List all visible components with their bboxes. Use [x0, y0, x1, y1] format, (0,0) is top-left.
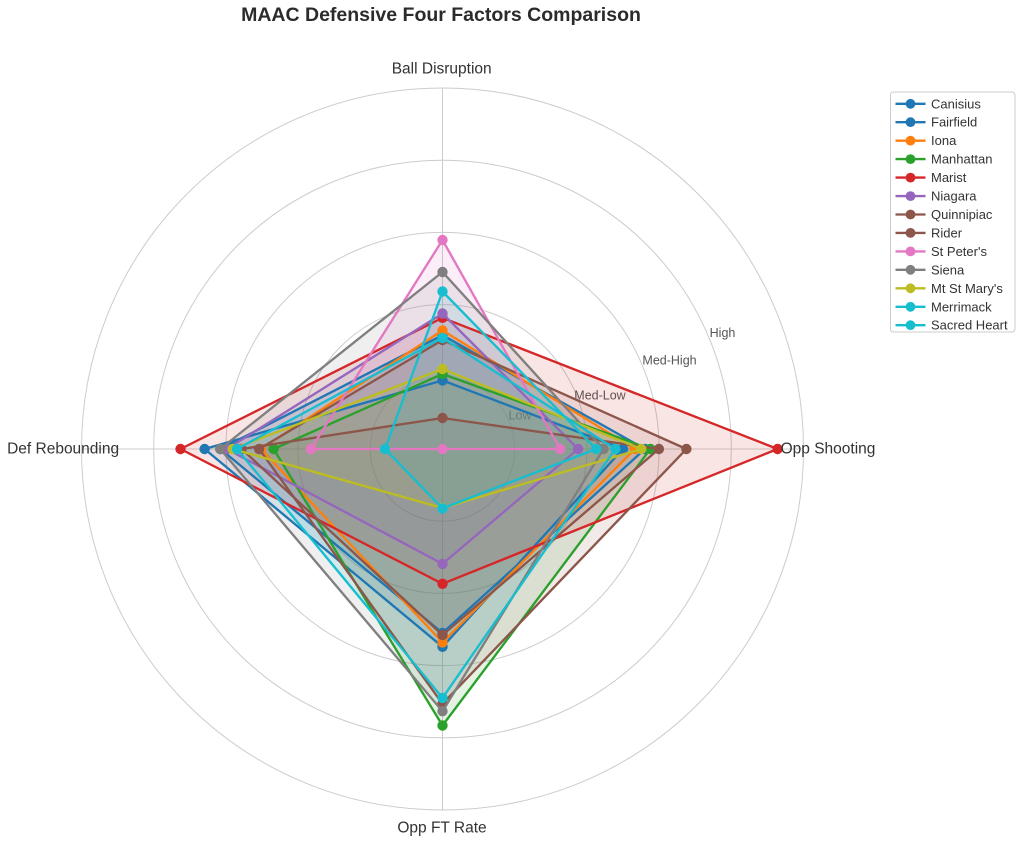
svg-text:MAAC Defensive Four Factors Co: MAAC Defensive Four Factors Comparison [241, 4, 641, 26]
svg-text:Med-High: Med-High [642, 354, 696, 368]
svg-text:Def Rebounding: Def Rebounding [7, 441, 119, 458]
svg-text:High: High [710, 326, 736, 340]
svg-text:Merrimack: Merrimack [931, 299, 992, 314]
svg-text:St Peter's: St Peter's [931, 244, 987, 259]
svg-text:Med-Low: Med-Low [574, 389, 626, 403]
svg-text:Canisius: Canisius [931, 96, 981, 111]
svg-text:Rider: Rider [931, 225, 963, 240]
svg-text:Manhattan: Manhattan [931, 152, 992, 167]
svg-text:Mt St Mary's: Mt St Mary's [931, 281, 1003, 296]
svg-text:Siena: Siena [931, 262, 965, 277]
svg-text:Niagara: Niagara [931, 189, 977, 204]
svg-text:Sacred Heart: Sacred Heart [931, 318, 1008, 333]
svg-text:Fairfield: Fairfield [931, 115, 977, 130]
svg-text:Opp Shooting: Opp Shooting [781, 441, 876, 458]
svg-text:Quinnipiac: Quinnipiac [931, 207, 993, 222]
svg-text:Opp FT Rate: Opp FT Rate [397, 820, 486, 837]
svg-text:Ball Disruption: Ball Disruption [392, 60, 492, 77]
svg-text:Iona: Iona [931, 133, 957, 148]
svg-text:Marist: Marist [931, 170, 967, 185]
